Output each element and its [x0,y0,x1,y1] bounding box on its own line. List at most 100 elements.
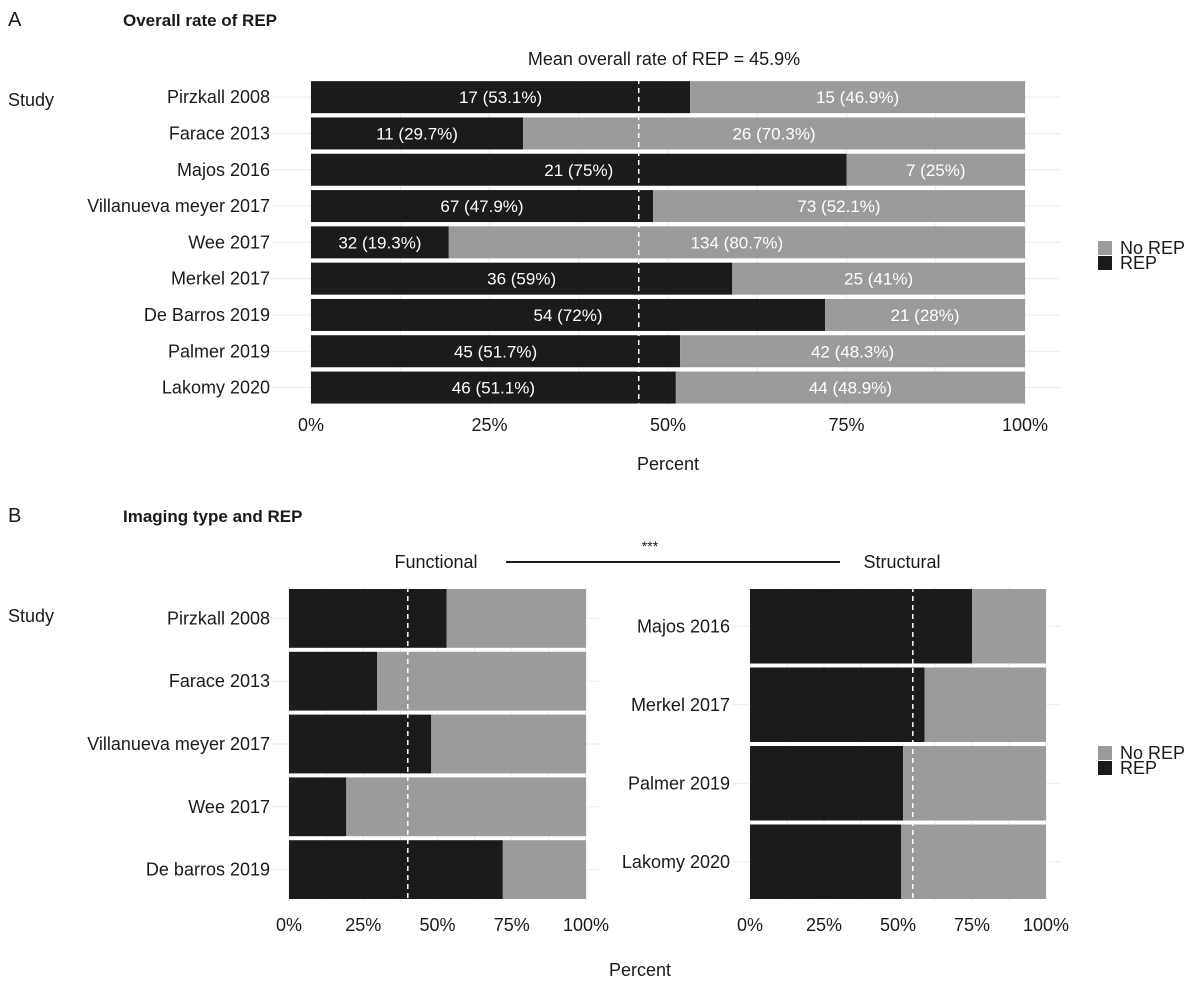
bar-rep-villanueva-meyer-2017 [311,190,654,223]
bar-no-rep-majos-2016 [846,153,1025,186]
facet-functional-x-tick: 75% [494,915,530,935]
bar-functional-no-rep-wee-2017 [346,777,586,837]
bar-structural-no-rep-palmer-2019 [903,746,1046,821]
label-no-rep-villanueva-meyer-2017: 73 (52.1%) [797,197,880,216]
y-tick-majos-2016: Majos 2016 [177,160,270,180]
label-rep-wee-2017: 32 (19.3%) [338,233,421,252]
panel-a-x-tick: 0% [298,415,324,435]
bar-functional-no-rep-villanueva-meyer-2017 [431,714,586,774]
label-no-rep-lakomy-2020: 44 (48.9%) [809,379,892,398]
bar-structural-no-rep-lakomy-2020 [901,824,1046,899]
bar-no-rep-merkel-2017 [732,262,1025,295]
panel-b-y-title: Study [8,606,54,626]
label-no-rep-wee-2017: 134 (80.7%) [691,233,784,252]
panel-a-x-title: Percent [637,454,699,474]
significance-marker: *** [642,538,659,554]
bar-rep-wee-2017 [311,226,449,259]
bar-no-rep-palmer-2019 [680,335,1025,368]
y-tick-wee-2017: Wee 2017 [188,232,270,252]
legend-b-swatch-no-rep [1098,746,1112,760]
panel-b-plot: Pirzkall 2008 Farace 2013 Villanueva meyer… [87,587,1069,935]
facet-functional-y-tick-de-barros-2019: De barros 2019 [146,860,270,880]
y-tick-pirzkall-2008: Pirzkall 2008 [167,87,270,107]
legend-b-label-rep: REP [1120,758,1157,778]
panel-b-x-title: Percent [609,960,671,980]
panel-a-x-tick: 50% [650,415,686,435]
label-no-rep-majos-2016: 7 (25%) [906,161,966,180]
label-no-rep-farace-2013: 26 (70.3%) [732,124,815,143]
panel-a-letter: A [8,9,22,31]
bar-structural-rep-merkel-2017 [750,667,925,742]
facet-structural-x-tick: 0% [737,915,763,935]
bar-structural-no-rep-merkel-2017 [924,667,1046,742]
y-tick-villanueva-meyer-2017: Villanueva meyer 2017 [87,196,270,216]
bar-no-rep-villanueva-meyer-2017 [653,190,1025,223]
facet-functional-x-tick: 100% [563,915,609,935]
facet-functional-title: Functional [394,552,477,572]
facet-structural-x-tick: 75% [954,915,990,935]
facet-structural-x-tick: 50% [880,915,916,935]
bar-functional-rep-farace-2013 [289,651,378,711]
label-rep-farace-2013: 11 (29.7%) [376,124,458,143]
facet-functional-y-tick-wee-2017: Wee 2017 [188,797,270,817]
facet-structural-y-tick-majos-2016: Majos 2016 [637,616,730,636]
label-rep-de-barros-2019: 54 (72%) [534,306,603,325]
facet-structural-x-tick: 100% [1023,915,1069,935]
bar-functional-no-rep-farace-2013 [377,651,586,711]
bar-structural-no-rep-majos-2016 [972,589,1046,664]
facet-functional-x-tick: 50% [419,915,455,935]
bar-rep-lakomy-2020 [311,371,676,404]
bar-structural-rep-palmer-2019 [750,746,904,821]
label-rep-palmer-2019: 45 (51.7%) [454,342,537,361]
bar-rep-majos-2016 [311,153,847,186]
panel-b-title: Imaging type and REP [123,507,302,526]
bar-no-rep-farace-2013 [523,117,1025,150]
bar-functional-no-rep-de-barros-2019 [502,840,586,899]
bar-no-rep-pirzkall-2008 [690,81,1025,114]
facet-structural-x-tick: 25% [806,915,842,935]
legend-b-label-no-rep: No REP [1120,743,1185,763]
facet-functional-y-tick-pirzkall-2008: Pirzkall 2008 [167,608,270,628]
panel-a-x-tick: 75% [828,415,864,435]
label-rep-majos-2016: 21 (75%) [544,161,613,180]
bar-rep-merkel-2017 [311,262,733,295]
panel-a-plot: 17 (53.1%) 15 (46.9%) Pirzkall 2008 11 (29.… [87,79,1060,435]
bar-functional-rep-de-barros-2019 [289,840,503,899]
facet-structural-y-tick-merkel-2017: Merkel 2017 [631,695,730,715]
facet-structural-y-tick-lakomy-2020: Lakomy 2020 [622,852,730,872]
facet-structural-y-tick-palmer-2019: Palmer 2019 [628,773,730,793]
label-rep-villanueva-meyer-2017: 67 (47.9%) [440,197,523,216]
facet-structural-title: Structural [863,552,940,572]
bar-functional-rep-wee-2017 [289,777,347,837]
bar-rep-de-barros-2019 [311,298,826,331]
bar-no-rep-lakomy-2020 [675,371,1025,404]
panel-a-title: Overall rate of REP [123,11,277,30]
facet-functional-y-tick-farace-2013: Farace 2013 [169,671,270,691]
y-tick-farace-2013: Farace 2013 [169,123,270,143]
bar-functional-rep-pirzkall-2008 [289,589,447,648]
legend-label-no-rep: No REP [1120,238,1185,258]
bar-functional-no-rep-pirzkall-2008 [446,589,586,648]
panel-a-y-title: Study [8,90,54,110]
bar-functional-rep-villanueva-meyer-2017 [289,714,432,774]
label-rep-pirzkall-2008: 17 (53.1%) [459,88,542,107]
bar-no-rep-de-barros-2019 [825,298,1025,331]
facet-functional-y-tick-villanueva-meyer-2017: Villanueva meyer 2017 [87,734,270,754]
panel-b-letter: B [8,505,21,527]
facet-functional-x-tick: 0% [276,915,302,935]
panel-a-x-tick: 100% [1002,415,1048,435]
label-rep-merkel-2017: 36 (59%) [487,270,556,289]
bar-rep-pirzkall-2008 [311,81,691,114]
panel-a-x-tick: 25% [471,415,507,435]
bar-rep-farace-2013 [311,117,524,150]
bar-structural-rep-lakomy-2020 [750,824,902,899]
label-rep-lakomy-2020: 46 (51.1%) [452,379,535,398]
y-tick-lakomy-2020: Lakomy 2020 [162,378,270,398]
facet-functional-x-tick: 25% [345,915,381,935]
y-tick-de-barros-2019: De Barros 2019 [144,305,270,325]
y-tick-merkel-2017: Merkel 2017 [171,269,270,289]
y-tick-palmer-2019: Palmer 2019 [168,341,270,361]
legend-swatch-rep [1098,256,1112,270]
